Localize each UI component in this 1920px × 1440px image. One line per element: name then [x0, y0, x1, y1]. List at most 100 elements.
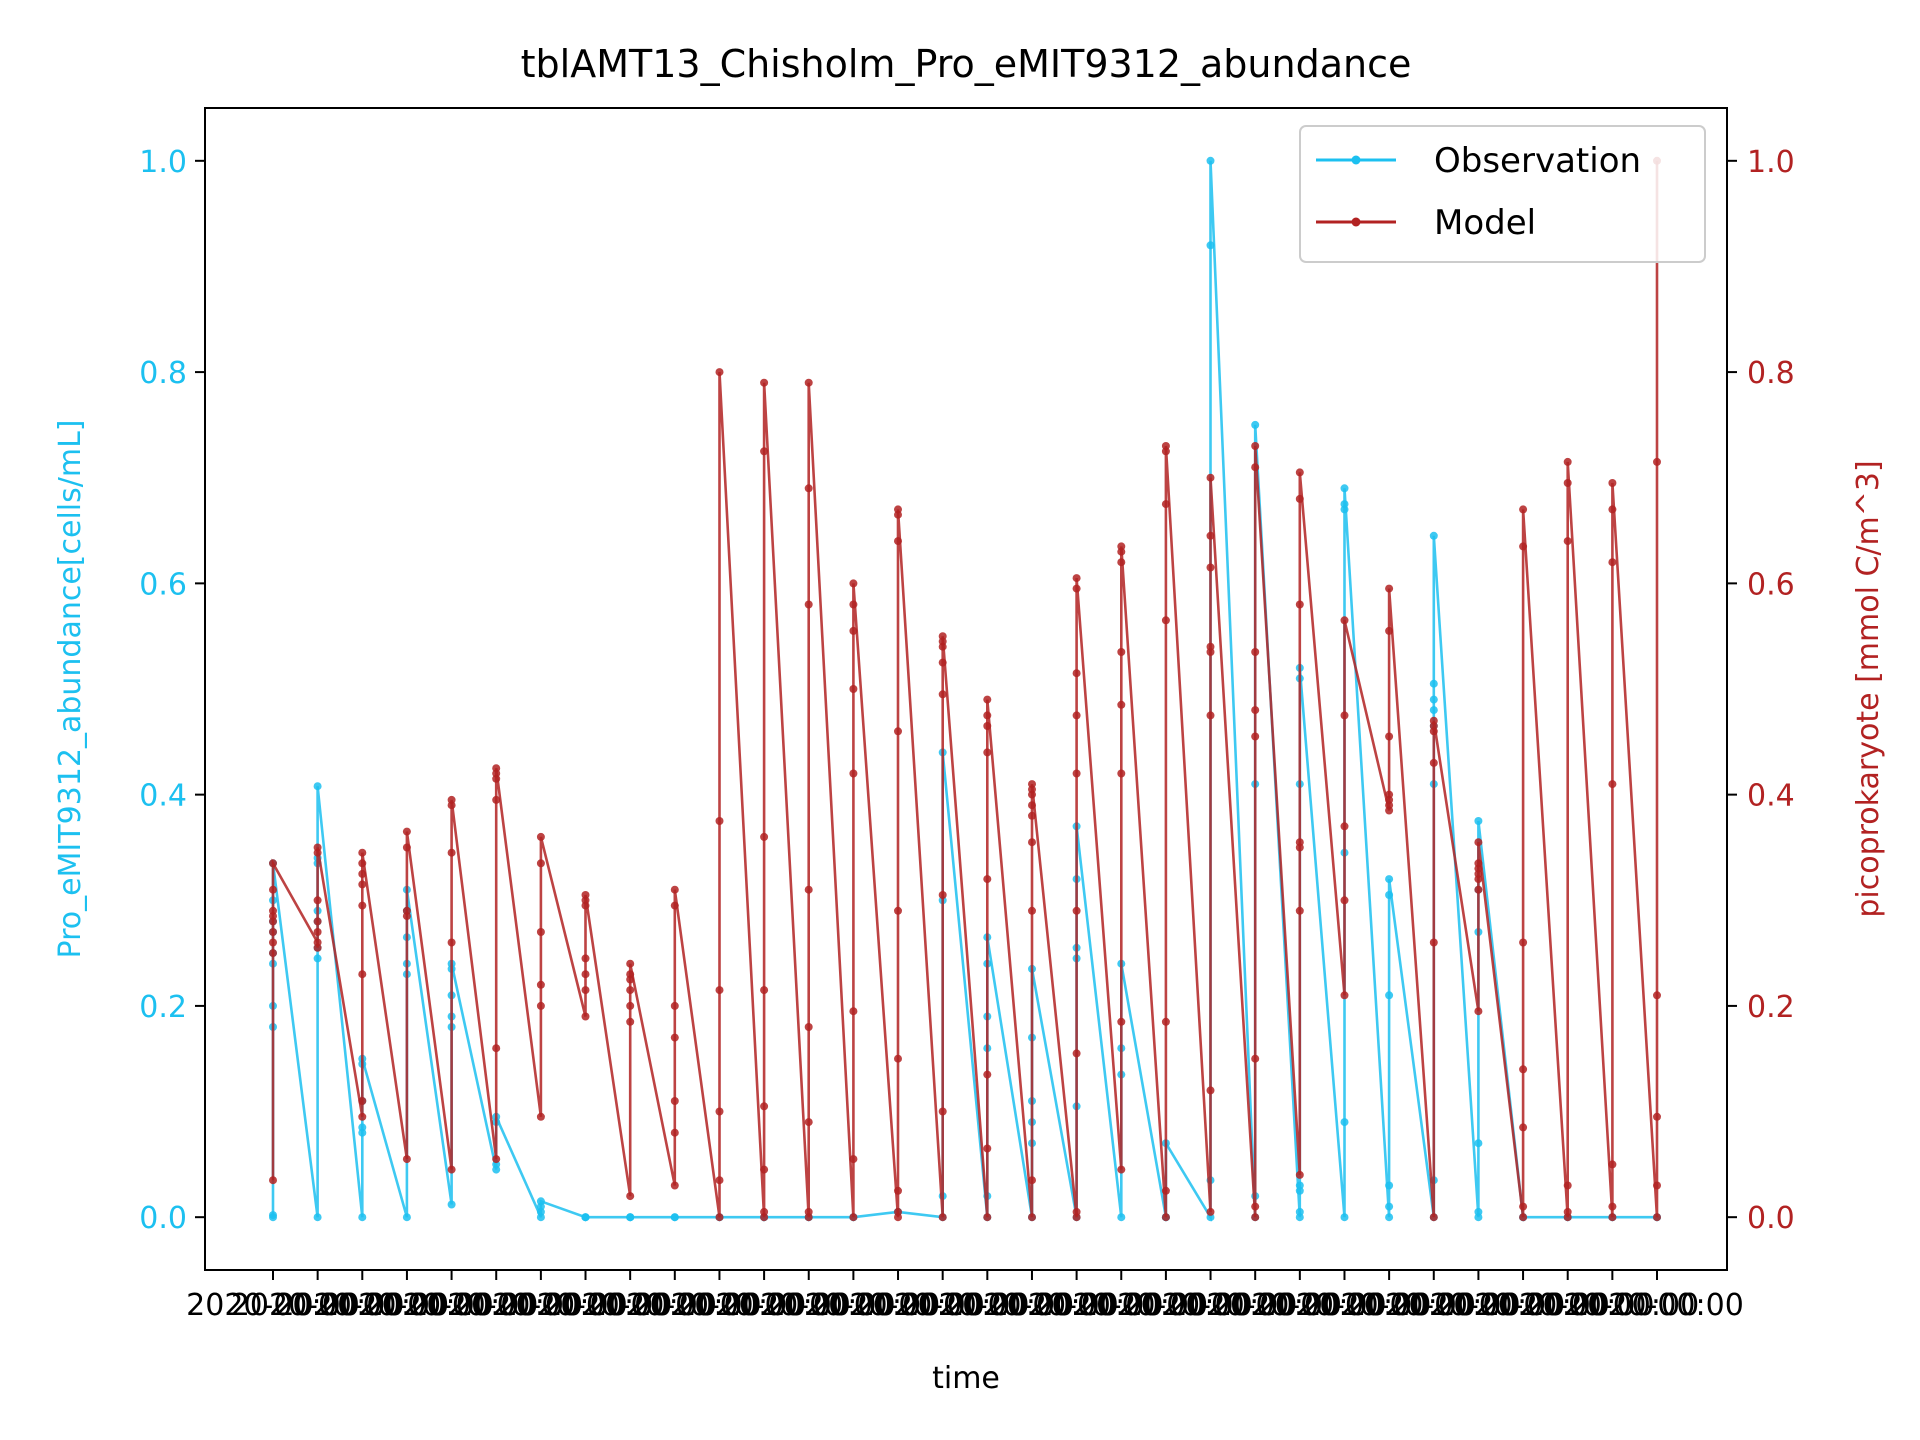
- right-y-tick-label: 1.0: [1747, 145, 1795, 180]
- model-point: [492, 764, 501, 773]
- model-point: [626, 1001, 635, 1010]
- observation-point: [626, 1213, 635, 1222]
- legend: Observation Model: [1299, 125, 1706, 263]
- model-point: [1474, 885, 1483, 894]
- x-tick-label: 2020-00:00: [767, 1288, 941, 1323]
- model-point: [536, 859, 545, 868]
- model-point: [894, 1207, 902, 1216]
- model-point: [269, 1176, 277, 1185]
- plot-area: [269, 156, 1661, 1222]
- model-point: [626, 959, 635, 968]
- x-tick-label: 2020-00:00: [1526, 1288, 1700, 1323]
- legend-box: [1299, 125, 1706, 263]
- x-tick-label: 2020-00:00: [1570, 1288, 1744, 1323]
- legend-observation-marker: [1351, 155, 1361, 165]
- model-point: [358, 1112, 367, 1121]
- x-tick-label: 2020-00:00: [1034, 1288, 1208, 1323]
- observation-point: [1385, 875, 1394, 884]
- observation-point: [1340, 500, 1349, 509]
- x-tick-label: 2020-00:00: [1124, 1288, 1298, 1323]
- model-point: [358, 880, 367, 889]
- x-tick-label: 2020-00:00: [1347, 1288, 1521, 1323]
- model-point: [581, 970, 590, 979]
- model-point: [1474, 1007, 1483, 1016]
- model-point: [1653, 457, 1661, 466]
- model-point: [269, 906, 277, 915]
- model-point: [447, 795, 456, 804]
- model-point: [715, 1107, 724, 1116]
- model-point: [849, 626, 858, 635]
- model-point: [1161, 1017, 1170, 1026]
- model-point: [1072, 711, 1081, 720]
- model-point: [1028, 780, 1036, 789]
- x-axis-label: time: [932, 1361, 1000, 1396]
- model-point: [1161, 1186, 1170, 1195]
- model-point: [983, 695, 992, 704]
- model-point: [1385, 584, 1394, 593]
- model-point: [492, 1044, 501, 1053]
- left-y-tick-label: 1.0: [139, 145, 187, 180]
- model-point: [492, 1155, 501, 1164]
- x-tick-label: 2020-00:00: [365, 1288, 539, 1323]
- model-point: [626, 1192, 635, 1201]
- model-point: [1385, 732, 1394, 741]
- model-point: [670, 1001, 679, 1010]
- observation-point: [536, 1197, 545, 1206]
- model-point: [1519, 1202, 1528, 1211]
- x-tick-label: 2020-00:00: [1481, 1288, 1655, 1323]
- model-point: [1251, 648, 1260, 656]
- model-point: [269, 859, 277, 868]
- model-point: [1161, 616, 1170, 625]
- model-point: [1653, 1213, 1661, 1222]
- observation-point: [670, 1213, 679, 1222]
- model-point: [938, 1213, 947, 1222]
- observation-point: [1206, 156, 1215, 165]
- model-point: [1340, 711, 1349, 720]
- model-point: [849, 1155, 858, 1164]
- model-point: [1608, 505, 1617, 514]
- x-tick-label: 2020-00:00: [454, 1288, 628, 1323]
- observation-point: [1429, 706, 1438, 715]
- model-point: [358, 859, 367, 868]
- model-point: [804, 1207, 813, 1216]
- model-point: [1608, 780, 1617, 789]
- model-point: [536, 832, 545, 841]
- model-point: [894, 1054, 902, 1063]
- x-tick-label: 2020-00:00: [901, 1288, 1075, 1323]
- model-point: [1117, 648, 1126, 656]
- model-point: [1161, 442, 1170, 450]
- model-point: [1072, 1207, 1081, 1216]
- observation-point: [581, 1213, 590, 1222]
- model-point: [1429, 758, 1438, 767]
- model-point: [849, 1007, 858, 1016]
- model-point: [983, 748, 992, 757]
- model-point: [670, 1128, 679, 1137]
- model-point: [402, 1155, 411, 1164]
- x-tick-label: 2020-00:00: [945, 1288, 1119, 1323]
- x-tick-label: 2020-00:00: [275, 1288, 449, 1323]
- model-point: [894, 1186, 902, 1195]
- model-point: [1340, 822, 1349, 831]
- model-point: [670, 1033, 679, 1042]
- model-point: [1206, 563, 1215, 572]
- model-point: [1117, 558, 1126, 567]
- model-point: [402, 843, 411, 852]
- model-point: [447, 1165, 456, 1174]
- model-point: [1563, 537, 1572, 546]
- model-point: [1206, 1207, 1215, 1216]
- model-point: [1295, 600, 1304, 609]
- model-point: [1028, 801, 1036, 810]
- model-point: [313, 843, 322, 852]
- model-point: [581, 1012, 590, 1021]
- model-point: [715, 817, 724, 825]
- model-point: [1206, 642, 1215, 651]
- left-y-tick-label: 0.2: [139, 990, 187, 1025]
- model-point: [1028, 906, 1036, 915]
- model-point: [1429, 716, 1438, 725]
- model-point: [1251, 1213, 1260, 1222]
- model-point: [938, 1107, 947, 1116]
- model-point: [894, 906, 902, 915]
- right-y-tick-label: 0.0: [1747, 1201, 1795, 1236]
- observation-point: [313, 954, 322, 963]
- model-point: [804, 1023, 813, 1031]
